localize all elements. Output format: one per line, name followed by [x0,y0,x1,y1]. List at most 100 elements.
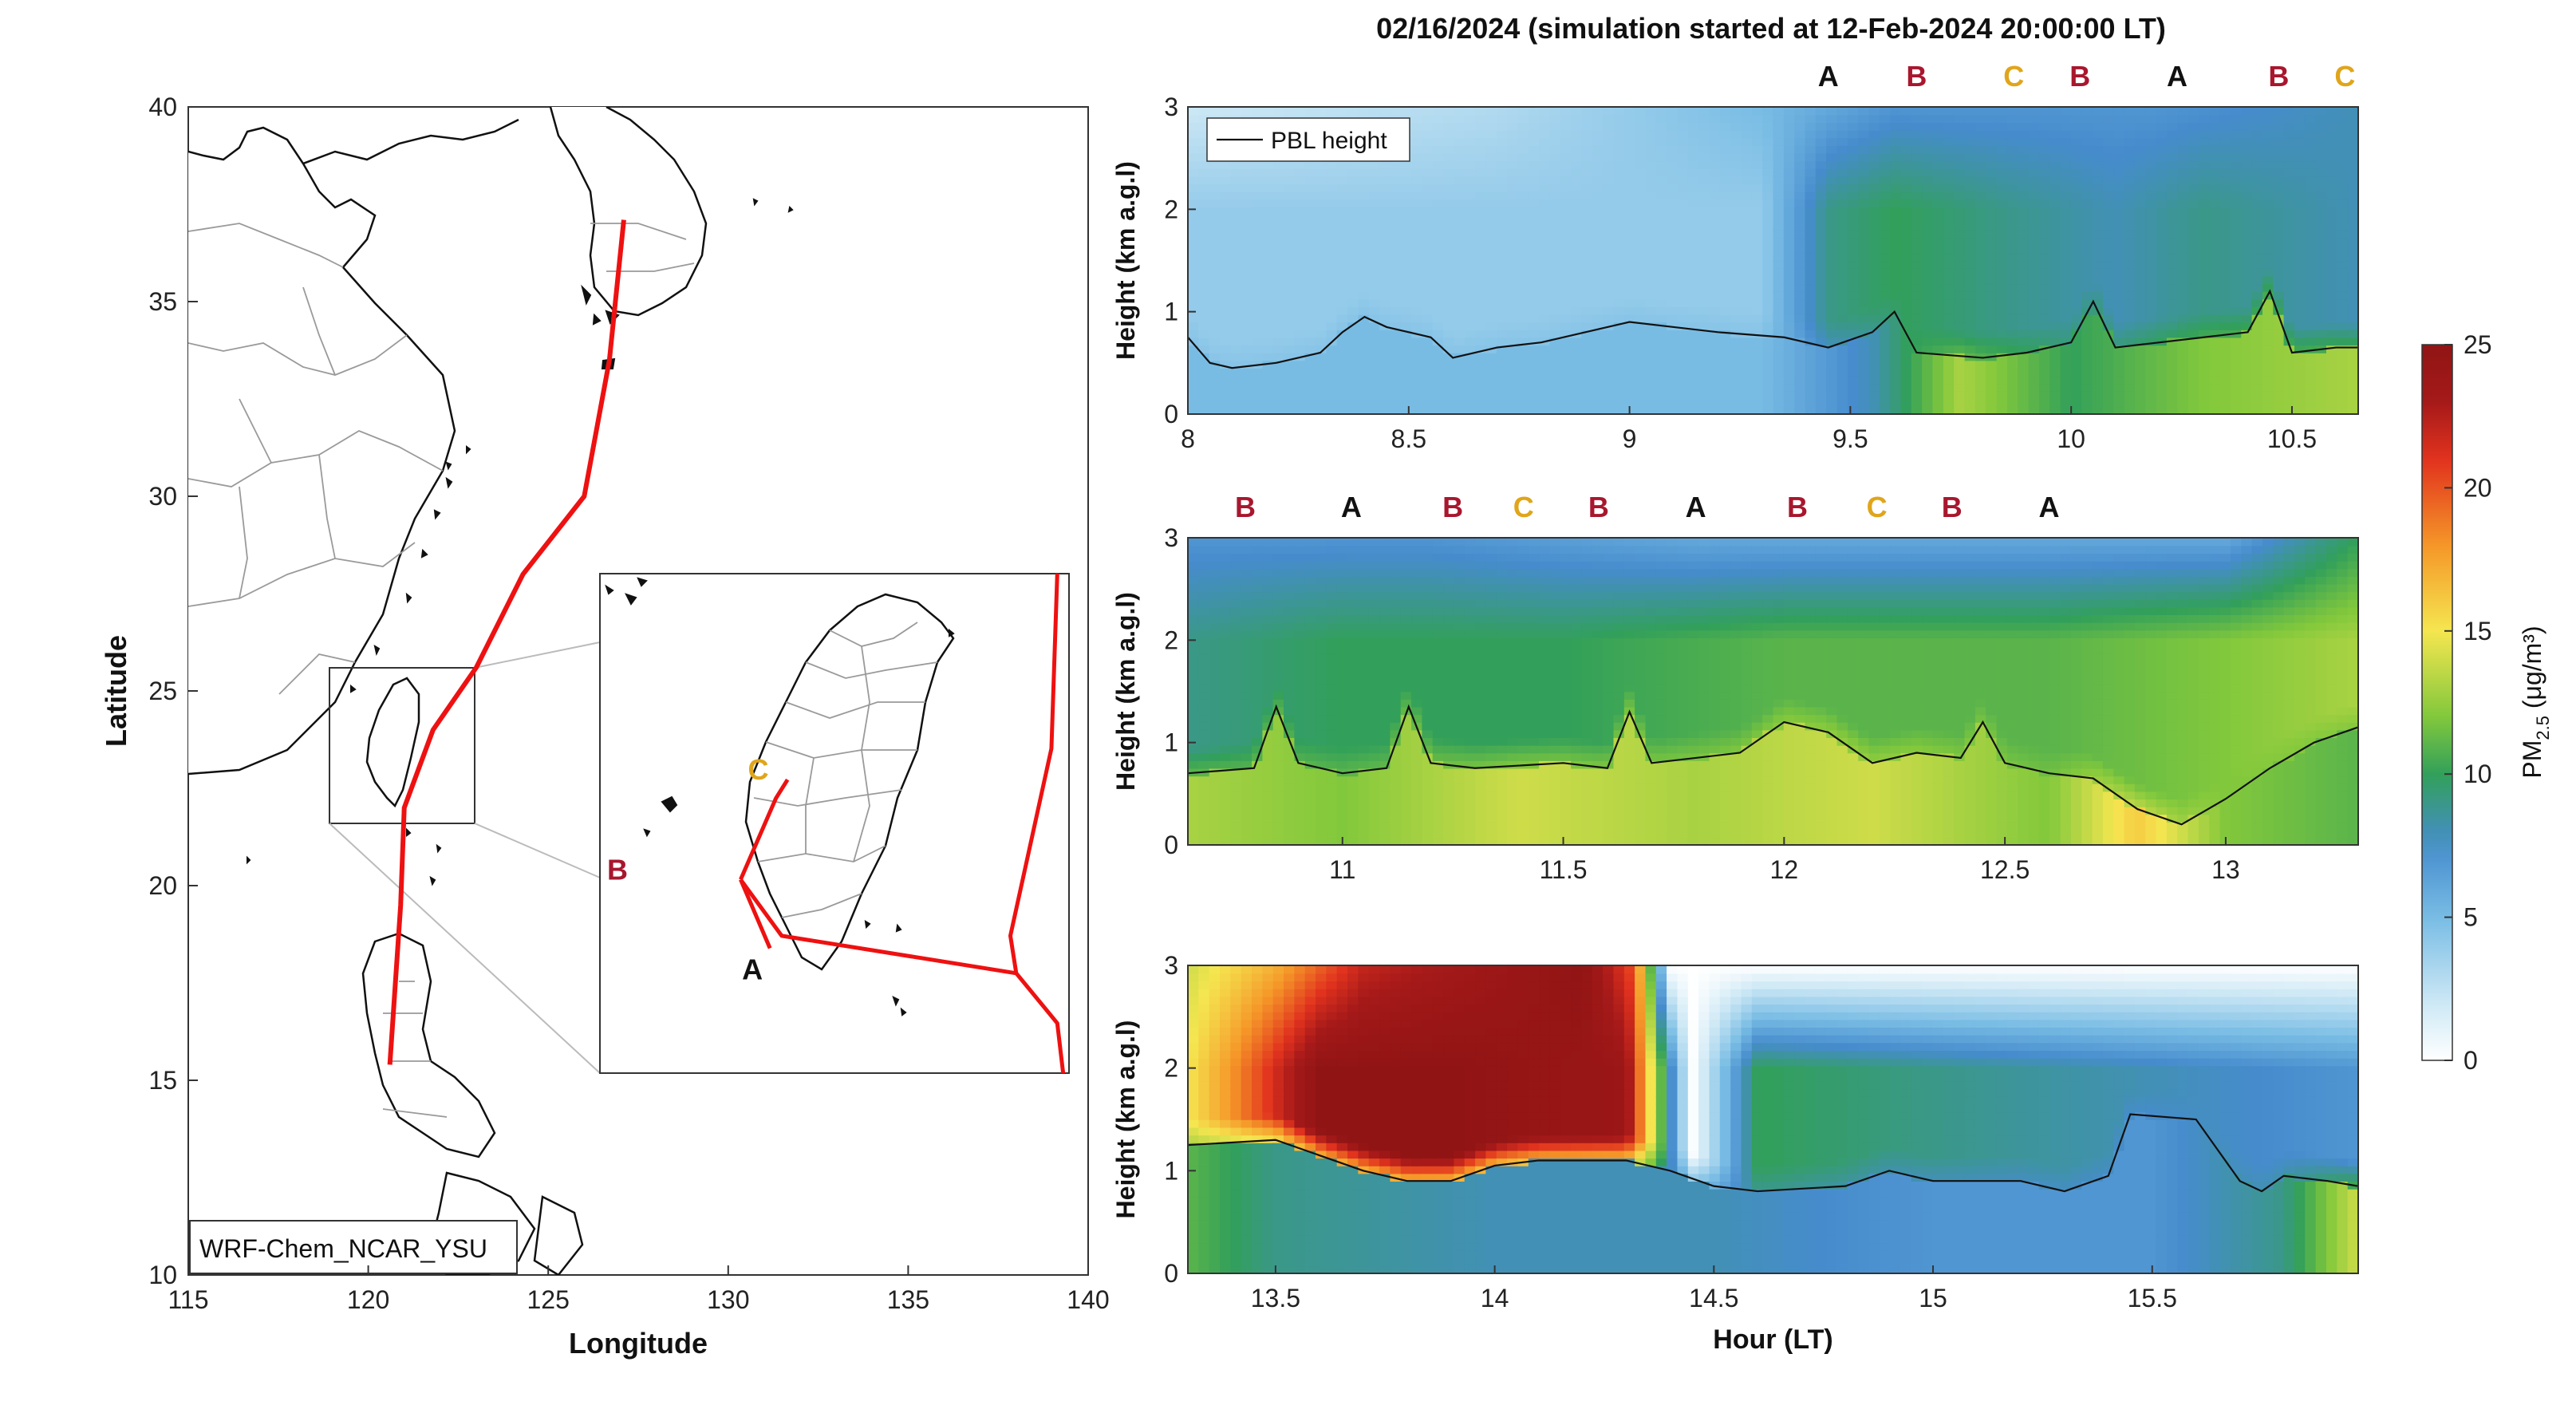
curtain-cell [1209,322,1221,330]
curtain-cell [1836,199,1848,207]
curtain-cell [1443,306,1455,315]
curtain-cell [1571,184,1583,192]
curtain-cell [1836,314,1848,323]
curtain-cell [1284,207,1296,215]
curtain-cell [1294,829,1306,839]
curtain-cell [1911,122,1923,131]
curtain-cell [1964,199,1976,207]
curtain-cell [1241,776,1252,784]
curtain-cell [1272,837,1284,845]
curtain-cell [1964,168,1976,177]
curtain-cell [2347,353,2358,361]
curtain-cell [1304,306,1316,315]
curtain-cell [1773,152,1785,162]
curtain-cell [1379,168,1391,177]
curtain-cell [1783,129,1795,139]
curtain-cell [1316,260,1327,269]
curtain-cell [2102,122,2114,131]
curtain-cell [1751,207,1763,215]
curtain-cell [1241,744,1252,754]
curtain-cell [1549,145,1561,154]
curtain-cell [1996,268,2008,277]
curtain-cell [1751,129,1763,139]
curtain-cell [1922,375,1934,385]
curtain-cell [1603,184,1615,192]
curtain-cell [1974,230,1986,239]
curtain-cell [1326,260,1338,269]
curtain-cell [1230,283,1242,292]
curtain-cell [1198,222,1210,231]
curtain-cell [1198,606,1210,615]
curtain-cell [1390,107,1402,116]
curtain-cell [2049,168,2061,177]
curtain-cell [1943,353,1955,361]
curtain-cell [2113,237,2125,246]
curtain-cell [1220,268,1232,277]
curtain-cell [2166,237,2178,246]
curtain-cell [2199,237,2211,246]
curtain-cell [1496,152,1508,162]
curtain-cell [1847,199,1859,207]
curtain-cell [2315,145,2327,154]
curtain-cell [1655,360,1667,369]
curtain-cell [1272,661,1284,669]
curtain-cell [1316,391,1327,400]
curtain-cell [1687,137,1699,146]
curtain-cell [2187,268,2199,277]
curtain-cell [1783,191,1795,200]
curtain-cell [2241,122,2253,131]
curtain-cell [1836,283,1848,292]
curtain-cell [1517,145,1529,154]
curtain-cell [1667,398,1679,408]
curtain-cell [1932,314,1944,323]
curtain-cell [2199,252,2211,262]
curtain-cell [2092,406,2104,414]
curtain-cell [1645,283,1657,292]
curtain-cell [2273,207,2285,215]
curtain-cell [1294,330,1306,338]
curtain-cell [1858,283,1870,292]
curtain-cell [1198,122,1210,131]
curtain-cell [1230,568,1242,577]
curtain-cell [2018,375,2030,385]
curtain-cell [1528,360,1540,369]
curtain-cell [2145,298,2157,307]
curtain-cell [1741,176,1753,184]
curtain-cell [2177,345,2189,353]
curtain-cell [1890,298,1902,307]
curtain-cell [1539,237,1551,246]
curtain-cell [2305,406,2317,414]
curtain-cell [1209,829,1221,839]
curtain-cell [1539,214,1551,223]
curtain-cell [1284,545,1296,554]
curtain-cell [1422,406,1434,414]
curtain-cell [1943,368,1955,377]
curtain-cell [1241,291,1252,300]
curtain-cell [1411,314,1423,323]
curtain-cell [1443,406,1455,414]
curtain-cell [1230,245,1242,254]
curtain-cell [1454,322,1466,330]
curtain-cell [1751,214,1763,223]
curtain-cell [1974,114,1986,123]
curtain-cell [1400,383,1412,392]
curtain-cell [1507,199,1519,207]
curtain-cell [1560,268,1572,277]
curtain-cell [1252,599,1264,608]
curtain-cell [2283,191,2295,200]
curtain-cell [1188,314,1200,323]
curtain-cell [1368,237,1380,246]
curtain-cell [1464,268,1476,277]
curtain-cell [1932,368,1944,377]
curtain-cell [1836,168,1848,177]
curtain-cell [1379,107,1391,116]
curtain-cell [2124,114,2136,123]
curtain-cell [1773,245,1785,254]
curtain-cell [1272,406,1284,414]
curtain-cell [1868,145,1880,154]
curtain-cell [1581,298,1593,307]
curtain-cell [2070,360,2082,369]
curtain-cell [2337,291,2349,300]
curtain-cell [1698,214,1710,223]
curtain-cell [1188,729,1200,738]
